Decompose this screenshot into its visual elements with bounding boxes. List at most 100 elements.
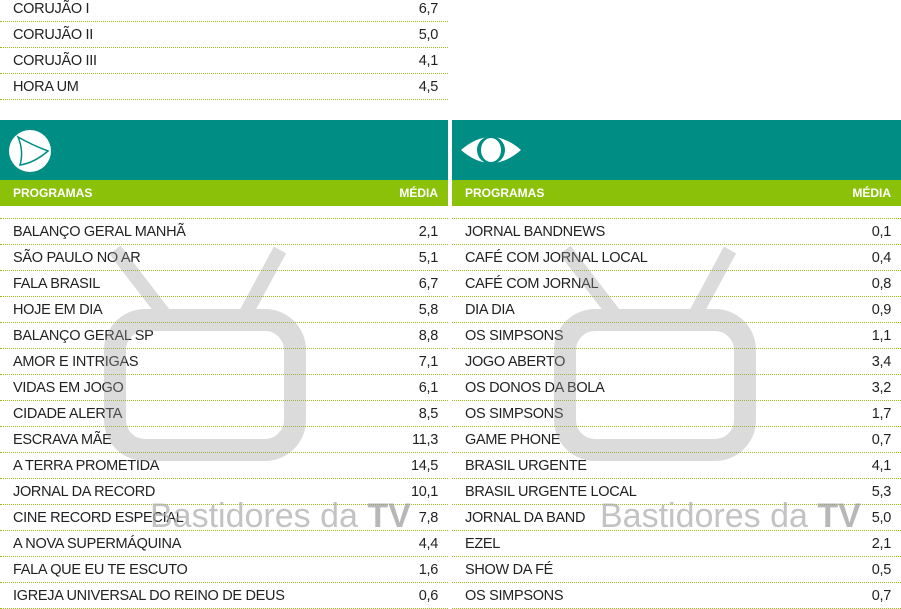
col-media: MÉDIA xyxy=(852,186,891,200)
program-media: 8,8 xyxy=(418,327,439,344)
program-media: 5,1 xyxy=(418,249,439,266)
table-row: DIA DIA 0,9 xyxy=(452,297,901,323)
band-panel: PROGRAMAS MÉDIA JORNAL BANDNEWS 0,1 CAFÉ CO… xyxy=(452,120,901,609)
program-media: 10,1 xyxy=(410,483,438,500)
table-row: SHOW DA FÉ 0,5 xyxy=(452,557,901,583)
program-name: CORUJÃO III xyxy=(13,52,97,69)
table-row: JOGO ABERTO 3,4 xyxy=(452,349,901,375)
table-row: CIDADE ALERTA 8,5 xyxy=(0,401,448,427)
band-logo-icon xyxy=(461,136,521,164)
program-media: 0,4 xyxy=(871,249,892,266)
table-row: VIDAS EM JOGO 6,1 xyxy=(0,375,448,401)
program-media: 0,9 xyxy=(871,301,892,318)
program-name: HOJE EM DIA xyxy=(13,301,103,318)
program-name: JORNAL BANDNEWS xyxy=(465,223,605,240)
col-programas: PROGRAMAS xyxy=(13,186,93,200)
program-media: 0,6 xyxy=(418,587,439,604)
program-name: VIDAS EM JOGO xyxy=(13,379,124,396)
record-header xyxy=(0,120,448,180)
program-media: 0,5 xyxy=(871,561,892,578)
program-media: 4,4 xyxy=(418,535,439,552)
table-row: CORUJÃO II 5,0 xyxy=(0,22,448,48)
program-name: EZEL xyxy=(465,535,501,552)
program-media: 0,8 xyxy=(871,275,892,292)
record-panel: PROGRAMAS MÉDIA BALANÇO GERAL MANHÃ 2,1 SÃO… xyxy=(0,120,448,609)
program-name: OS SIMPSONS xyxy=(465,405,564,422)
program-name: CORUJÃO I xyxy=(13,0,90,17)
table-row: OS SIMPSONS 1,1 xyxy=(452,323,901,349)
col-media: MÉDIA xyxy=(399,186,438,200)
record-logo-icon xyxy=(9,130,51,172)
program-name: CAFÉ COM JORNAL xyxy=(465,275,599,292)
program-name: BRASIL URGENTE LOCAL xyxy=(465,483,637,500)
program-media: 5,3 xyxy=(871,483,892,500)
table-row: GAME PHONE 0,7 xyxy=(452,427,901,453)
program-media: 4,5 xyxy=(418,78,439,95)
table-row: HORA UM 4,5 xyxy=(0,74,448,100)
program-media: 2,1 xyxy=(418,223,439,240)
program-media: 1,6 xyxy=(418,561,439,578)
table-row: BRASIL URGENTE LOCAL 5,3 xyxy=(452,479,901,505)
table-row: CORUJÃO III 4,1 xyxy=(0,48,448,74)
program-name: A TERRA PROMETIDA xyxy=(13,457,160,474)
table-row: BALANÇO GERAL SP 8,8 xyxy=(0,323,448,349)
program-name: BALANÇO GERAL SP xyxy=(13,327,154,344)
program-media: 1,7 xyxy=(871,405,892,422)
program-name: JOGO ABERTO xyxy=(465,353,566,370)
table-row: IGREJA UNIVERSAL DO REINO DE DEUS 0,6 xyxy=(0,583,448,609)
program-media: 6,7 xyxy=(418,275,439,292)
program-name: FALA QUE EU TE ESCUTO xyxy=(13,561,188,578)
table-row: CAFÉ COM JORNAL 0,8 xyxy=(452,271,901,297)
program-media: 0,7 xyxy=(871,587,892,604)
program-media: 7,1 xyxy=(418,353,439,370)
table-header: PROGRAMAS MÉDIA xyxy=(0,180,448,206)
table-row: JORNAL DA BAND 5,0 xyxy=(452,505,901,531)
program-media: 7,8 xyxy=(418,509,439,526)
program-media: 6,7 xyxy=(418,0,439,17)
table-row: OS DONOS DA BOLA 3,2 xyxy=(452,375,901,401)
program-media: 6,1 xyxy=(418,379,439,396)
program-name: CAFÉ COM JORNAL LOCAL xyxy=(465,249,648,266)
program-media: 5,0 xyxy=(871,509,892,526)
program-name: FALA BRASIL xyxy=(13,275,100,292)
table-row: AMOR E INTRIGAS 7,1 xyxy=(0,349,448,375)
table-row: JORNAL DA RECORD 10,1 xyxy=(0,479,448,505)
program-media: 3,4 xyxy=(871,353,892,370)
band-header xyxy=(452,120,901,180)
table-header: PROGRAMAS MÉDIA xyxy=(452,180,901,206)
table-row: CAFÉ COM JORNAL LOCAL 0,4 xyxy=(452,245,901,271)
program-media: 14,5 xyxy=(410,457,438,474)
watermark-text: Bastidores da TV xyxy=(150,497,411,535)
program-name: OS SIMPSONS xyxy=(465,587,564,604)
program-name: DIA DIA xyxy=(465,301,515,318)
program-name: ESCRAVA MÃE xyxy=(13,431,112,448)
col-programas: PROGRAMAS xyxy=(465,186,545,200)
program-media: 1,1 xyxy=(871,327,892,344)
program-media: 8,5 xyxy=(418,405,439,422)
program-name: CORUJÃO II xyxy=(13,26,93,43)
program-name: IGREJA UNIVERSAL DO REINO DE DEUS xyxy=(13,587,285,604)
table-row: HOJE EM DIA 5,8 xyxy=(0,297,448,323)
table-row: FALA BRASIL 6,7 xyxy=(0,271,448,297)
program-name: A NOVA SUPERMÁQUINA xyxy=(13,535,182,552)
table-row: FALA QUE EU TE ESCUTO 1,6 xyxy=(0,557,448,583)
program-name: CINE RECORD ESPECIAL xyxy=(13,509,184,526)
program-name: BRASIL URGENTE xyxy=(465,457,587,474)
top-table: CORUJÃO I 6,7 CORUJÃO II 5,0 CORUJÃO III 4,1 H… xyxy=(0,0,448,100)
watermark-text: Bastidores da TV xyxy=(600,497,861,535)
program-media: 4,1 xyxy=(418,52,439,69)
program-name: JORNAL DA RECORD xyxy=(13,483,156,500)
program-name: JORNAL DA BAND xyxy=(465,509,586,526)
table-row: CINE RECORD ESPECIAL 7,8 xyxy=(0,505,448,531)
program-name: CIDADE ALERTA xyxy=(13,405,123,422)
program-name: SHOW DA FÉ xyxy=(465,561,554,578)
table-row: BALANÇO GERAL MANHÃ 2,1 xyxy=(0,219,448,245)
program-name: AMOR E INTRIGAS xyxy=(13,353,139,370)
table-row: EZEL 2,1 xyxy=(452,531,901,557)
table-row: JORNAL BANDNEWS 0,1 xyxy=(452,219,901,245)
program-media: 11,3 xyxy=(412,431,438,448)
program-media: 5,8 xyxy=(418,301,439,318)
table-row: OS SIMPSONS 1,7 xyxy=(452,401,901,427)
program-media: 2,1 xyxy=(871,535,892,552)
program-name: SÃO PAULO NO AR xyxy=(13,249,141,266)
